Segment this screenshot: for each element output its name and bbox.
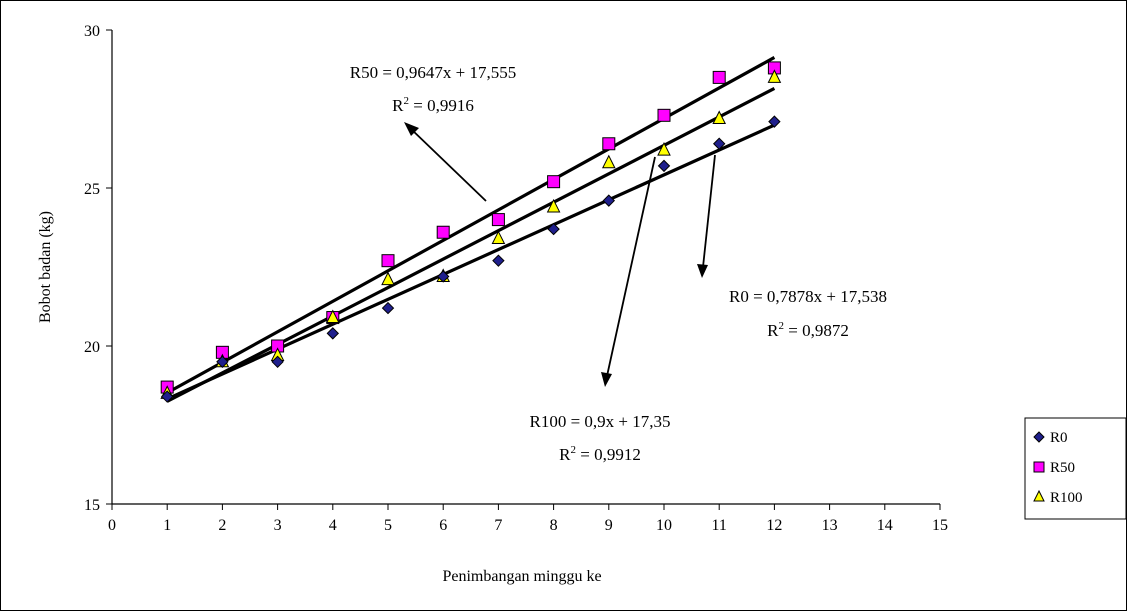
point-r0 xyxy=(657,159,671,173)
point-r0 xyxy=(768,115,781,128)
equation-r50-r2: R2 = 0,9916 xyxy=(392,95,474,115)
legend-items: R0 R50 R100 xyxy=(1033,430,1083,506)
point-r100 xyxy=(767,69,782,83)
point-r0 xyxy=(492,254,505,267)
equation-r0: R0 = 0,7878x + 17,538 R2 = 0,9872 xyxy=(729,287,887,340)
r2-r0-exp: 2 xyxy=(779,320,785,332)
x-tick-label: 8 xyxy=(550,517,558,534)
point-r0 xyxy=(160,390,174,403)
r2-r50-value: = 0,9916 xyxy=(409,96,474,115)
legend-marker-r50 xyxy=(1033,461,1045,473)
r2-r0-value: = 0,9872 xyxy=(784,321,849,340)
point-r0 xyxy=(602,194,616,207)
point-r0 xyxy=(381,301,395,315)
arrow-r50 xyxy=(409,127,487,202)
point-r50 xyxy=(491,213,505,227)
x-tick-label: 6 xyxy=(439,517,447,534)
point-r50 xyxy=(712,70,726,84)
point-r0 xyxy=(712,137,726,150)
point-r100 xyxy=(712,110,727,124)
trendline-r0 xyxy=(166,123,776,401)
r2-r0-prefix: R xyxy=(767,321,779,340)
y-tick-label: 25 xyxy=(84,181,100,198)
x-tick-label: 15 xyxy=(932,517,948,534)
points-layer xyxy=(160,61,782,403)
x-tick-label: 9 xyxy=(605,517,613,534)
point-r100 xyxy=(325,309,340,324)
point-r100 xyxy=(491,230,506,245)
trendline-r50 xyxy=(166,56,776,395)
trendlines-layer xyxy=(166,56,776,403)
x-axis-title: Penimbangan minggu ke xyxy=(442,568,601,585)
equation-r0-r2: R2 = 0,9872 xyxy=(767,320,849,340)
r2-r50-exp: 2 xyxy=(404,95,410,107)
x-tick-label: 0 xyxy=(108,517,116,534)
equation-r0-formula: R0 = 0,7878x + 17,538 xyxy=(729,287,887,306)
point-r100 xyxy=(601,154,616,169)
point-r50 xyxy=(381,254,395,268)
equation-r100: R100 = 0,9x + 17,35 R2 = 0,9912 xyxy=(529,412,670,464)
point-r50 xyxy=(657,108,671,122)
legend: R0 R50 R100 xyxy=(1024,417,1127,520)
equation-r100-r2: R2 = 0,9912 xyxy=(559,444,641,464)
x-tick-label: 5 xyxy=(384,517,392,534)
point-r50 xyxy=(602,137,616,151)
point-r100 xyxy=(657,141,671,156)
r2-r50-prefix: R xyxy=(392,96,404,115)
point-r0 xyxy=(547,222,560,236)
x-tick-label: 2 xyxy=(218,517,226,534)
equation-r50: R50 = 0,9647x + 17,555 R2 = 0,9916 xyxy=(350,63,517,115)
r2-r100-prefix: R xyxy=(559,445,571,464)
y-tick-label: 20 xyxy=(84,339,100,356)
arrow-r50-head xyxy=(404,122,419,136)
r2-r100-exp: 2 xyxy=(571,444,577,456)
point-r50 xyxy=(547,175,561,189)
point-r0 xyxy=(436,270,450,283)
point-r0 xyxy=(271,355,284,369)
arrow-r100 xyxy=(606,156,656,377)
trendline-r100 xyxy=(166,87,776,403)
point-r100 xyxy=(546,198,561,213)
y-tick-label: 15 xyxy=(84,497,100,514)
x-tick-label: 12 xyxy=(766,517,782,534)
equation-r50-formula: R50 = 0,9647x + 17,555 xyxy=(350,63,517,82)
x-tick-label: 11 xyxy=(711,517,726,534)
annotation-arrows xyxy=(404,122,716,387)
legend-label-r100: R100 xyxy=(1050,490,1083,506)
point-r0 xyxy=(326,327,340,340)
arrow-r0 xyxy=(702,154,716,268)
legend-marker-r0 xyxy=(1033,431,1045,443)
r2-r100-value: = 0,9912 xyxy=(576,445,641,464)
point-r0 xyxy=(216,355,229,369)
equation-r100-formula: R100 = 0,9x + 17,35 xyxy=(529,412,670,431)
x-tick-label: 1 xyxy=(163,517,171,534)
point-r100 xyxy=(381,271,395,286)
x-tick-label: 7 xyxy=(494,517,502,534)
legend-label-r50: R50 xyxy=(1050,460,1075,476)
x-tick-label: 13 xyxy=(822,517,838,534)
legend-label-r0: R0 xyxy=(1050,430,1068,446)
x-tick-label: 4 xyxy=(329,517,337,534)
arrow-r100-head xyxy=(601,372,612,387)
x-tick-label: 14 xyxy=(877,517,893,534)
arrow-r0-head xyxy=(697,264,708,278)
y-axis-title: Bobot badan (kg) xyxy=(37,211,54,323)
x-tick-label: 10 xyxy=(656,517,672,534)
x-tick-label: 3 xyxy=(274,517,282,534)
point-r50 xyxy=(436,225,450,239)
legend-marker-r100 xyxy=(1033,489,1045,502)
y-tick-label: 30 xyxy=(84,23,100,40)
